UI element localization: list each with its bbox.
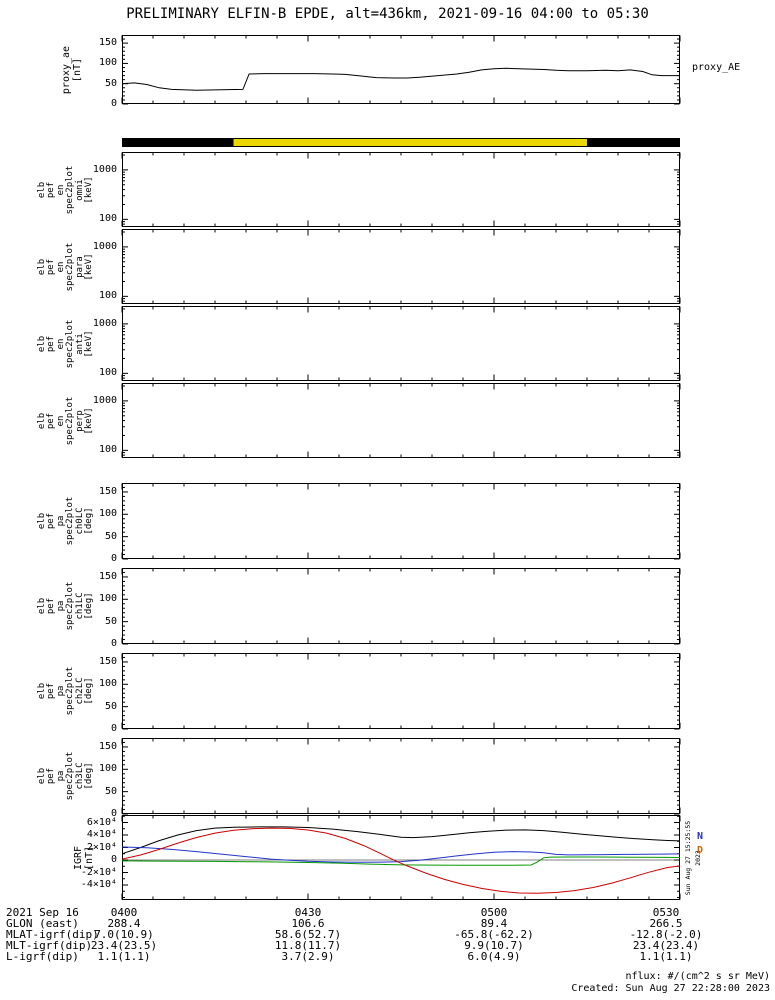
footer-value: 6.0(4.9) (467, 950, 521, 963)
panel-spec_perp (121, 383, 681, 458)
footer-value: 11.8(11.7) (274, 939, 342, 952)
footer-row-label: MLT-igrf(dip) (6, 939, 93, 952)
ytick-label-pa_ch3: 50 (104, 785, 117, 797)
ytick-label-igrf: 6×10⁴ (86, 816, 117, 828)
panel-spec_anti (121, 306, 681, 381)
footer-value: 288.4 (107, 917, 141, 930)
ytick-label-igrf: 4×10⁴ (86, 829, 117, 840)
ytick-label-spec_omni: 1000 (92, 163, 117, 175)
ytick-label-igrf: 0 (110, 854, 117, 865)
series-igrf-red (121, 827, 681, 894)
panel-pa_ch3 (121, 738, 681, 815)
xtick-label: 0430 (294, 906, 322, 919)
panel-spec_omni (121, 152, 681, 227)
panel-pa_ch1 (121, 568, 681, 645)
footer-value: 1.1(1.1) (97, 950, 151, 963)
footer-value: -12.8(-2.0) (629, 928, 703, 941)
footer-row-label: MLAT-igrf(dip) (6, 928, 99, 941)
xtick-label: 0400 (110, 906, 138, 919)
footer-value: 1.1(1.1) (639, 950, 693, 963)
footer-value: 23.4(23.5) (90, 939, 158, 952)
ytick-label-pa_ch1: 50 (104, 615, 117, 627)
legend-N: N (697, 831, 704, 842)
panel-frame (122, 35, 680, 104)
series-igrf-blue (121, 846, 681, 863)
ytick-label-proxy_ae: 100 (98, 57, 117, 69)
ytick-label-pa_ch2: 100 (98, 678, 117, 690)
ytick-label-spec_para: 1000 (92, 240, 117, 252)
footer-date-label: 2021 Sep 16 (6, 906, 79, 919)
ytick-label-pa_ch2: 150 (98, 655, 117, 667)
bar-segment-1 (233, 138, 587, 147)
created-note: Created: Sun Aug 27 22:28:00 2023 (571, 983, 770, 994)
footer-value: 266.5 (649, 917, 683, 930)
ytick-label-igrf: -2×10⁴ (80, 866, 117, 878)
ytick-label-proxy_ae: 50 (104, 77, 117, 89)
ytick-label-spec_anti: 1000 (92, 317, 117, 329)
ytick-label-pa_ch0: 50 (104, 530, 117, 542)
panel-pa_ch2 (121, 653, 681, 730)
ytick-label-spec_perp: 1000 (92, 394, 117, 406)
footer-value: 89.4 (480, 917, 508, 930)
ytick-label-spec_omni: 100 (98, 213, 117, 225)
ytick-label-spec_anti: 100 (98, 367, 117, 379)
panel-position_bar (122, 138, 680, 147)
panel-igrf (121, 815, 681, 900)
page-title: PRELIMINARY ELFIN-B EPDE, alt=436km, 202… (126, 6, 649, 22)
footer-value: 23.4(23.4) (632, 939, 700, 952)
panel-proxy_ae (121, 35, 681, 105)
series-igrf-green (121, 856, 681, 866)
panel-frame (122, 653, 680, 729)
side-timestamp: Sun Aug 27 15:25:55 2023 (684, 820, 702, 896)
panel-spec_para (121, 229, 681, 304)
footer-value: 106.6 (291, 917, 325, 930)
ytick-label-pa_ch0: 100 (98, 508, 117, 520)
ytick-label-igrf: 2×10⁴ (86, 841, 117, 853)
ytick-label-pa_ch2: 0 (110, 723, 117, 734)
ytick-label-igrf: -4×10⁴ (80, 879, 117, 890)
ytick-label-spec_para: 100 (98, 290, 117, 302)
proxy-ae-right-label: proxy_AE (692, 62, 741, 73)
ytick-label-pa_ch1: 100 (98, 593, 117, 605)
panel-frame (122, 738, 680, 814)
nflux-units-note: nflux: #/(cm^2 s sr MeV) (625, 971, 771, 982)
panel-pa_ch0 (121, 483, 681, 560)
series-igrf-black (121, 826, 681, 855)
bar-segment-0 (122, 138, 234, 147)
ytick-label-proxy_ae: 0 (110, 98, 117, 109)
ytick-label-pa_ch3: 100 (98, 763, 117, 775)
ytick-label-pa_ch0: 150 (98, 485, 117, 497)
panel-frame (122, 229, 680, 304)
panel-frame (122, 568, 680, 644)
series-proxy_ae-proxy_AE (121, 67, 680, 91)
xtick-label: 0500 (480, 906, 508, 919)
ytick-label-pa_ch1: 0 (110, 638, 117, 649)
footer-row-label: L-igrf(dip) (6, 950, 79, 963)
panel-frame (122, 306, 680, 381)
panel-frame (122, 383, 680, 458)
xtick-label: 0530 (652, 906, 680, 919)
bar-segment-2 (587, 138, 680, 147)
ytick-label-pa_ch2: 50 (104, 700, 117, 712)
footer-value: -65.8(-62.2) (454, 928, 534, 941)
footer-row-label: GLON (east) (6, 917, 79, 930)
footer-value: 3.7(2.9) (281, 950, 335, 963)
ytick-label-spec_perp: 100 (98, 444, 117, 456)
footer-value: 58.6(52.7) (274, 928, 342, 941)
panel-frame (122, 152, 680, 227)
ytick-label-pa_ch0: 0 (110, 553, 117, 564)
footer-value: 9.9(10.7) (464, 939, 524, 952)
legend-D: D (697, 845, 704, 856)
ytick-label-pa_ch3: 0 (110, 808, 117, 819)
panel-frame (122, 483, 680, 559)
ytick-label-pa_ch1: 150 (98, 570, 117, 582)
ytick-label-proxy_ae: 150 (98, 37, 117, 49)
footer-value: 7.0(10.9) (94, 928, 154, 941)
ytick-label-pa_ch3: 150 (98, 740, 117, 752)
